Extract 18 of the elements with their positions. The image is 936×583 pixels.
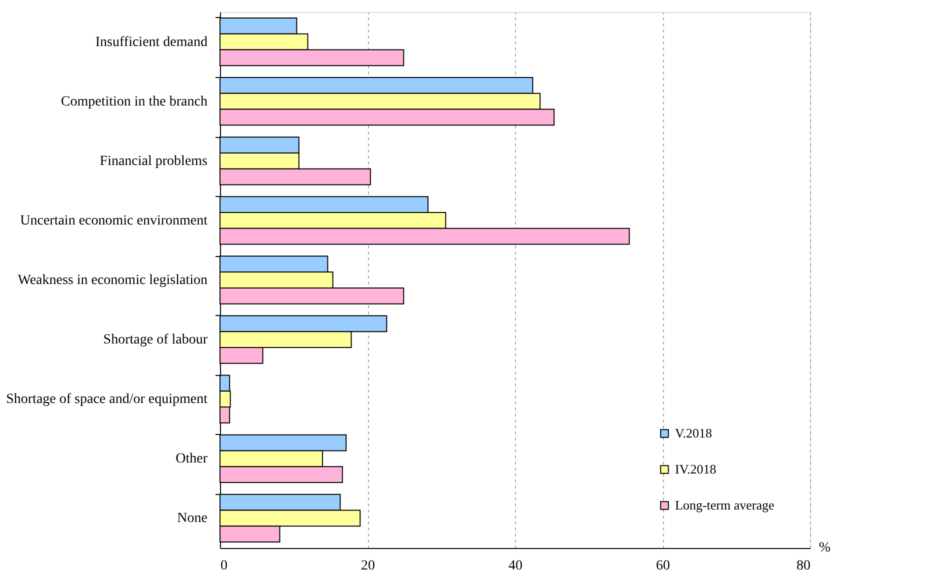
x-tick-label: 0 bbox=[220, 558, 228, 574]
legend-label: Long-term average bbox=[675, 498, 774, 512]
y-tick-label: Other bbox=[176, 452, 208, 467]
y-tick-label: Shortage of labour bbox=[103, 332, 208, 348]
x-tick-label: 80 bbox=[796, 558, 810, 574]
x-tick-label: 20 bbox=[361, 558, 375, 574]
x-tick-label: 60 bbox=[656, 558, 670, 574]
y-tick-label: Shortage of space and/or equipment bbox=[6, 392, 208, 408]
x-tick-label: 40 bbox=[508, 558, 522, 574]
y-tick-label: None bbox=[177, 511, 208, 526]
y-tick-label: Weakness in economic legislation bbox=[18, 273, 208, 288]
y-tick-label: Financial problems bbox=[100, 154, 208, 169]
legend-label: IV.2018 bbox=[675, 462, 716, 476]
y-tick-label: Competition in the branch bbox=[60, 94, 208, 110]
legend-label: V.2018 bbox=[675, 426, 712, 440]
x-axis-title: % bbox=[818, 540, 831, 556]
y-tick-label: Uncertain economic environment bbox=[20, 213, 208, 228]
y-tick-label: Insufficient demand bbox=[95, 34, 208, 50]
